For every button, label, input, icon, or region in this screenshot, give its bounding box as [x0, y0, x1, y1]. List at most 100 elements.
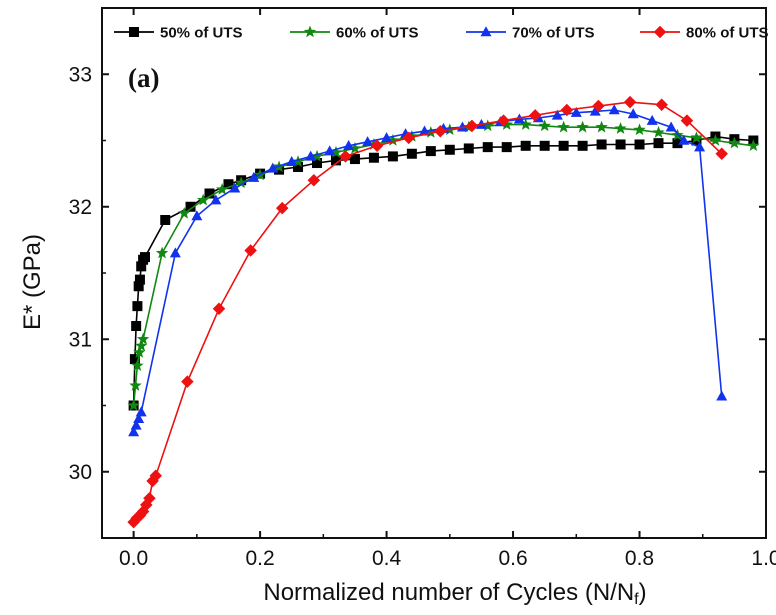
y-tick-label: 32: [69, 196, 92, 219]
data-point: [191, 210, 203, 221]
data-point: [497, 114, 510, 127]
ticks-layer: 0.0 0.2 0.4 0.6 0.8 1.0 30 31 32 33: [69, 8, 776, 570]
x-axis-title: Normalized number of Cycles (N/Nf): [263, 579, 646, 608]
data-point: [132, 301, 143, 312]
x-axis-title-subscript: f: [634, 591, 639, 608]
data-point: [223, 179, 234, 190]
data-point: [212, 302, 226, 316]
data-point: [634, 139, 645, 150]
data-point: [615, 139, 626, 150]
data-point: [592, 99, 605, 113]
data-point: [560, 103, 574, 117]
panel-label: (a): [128, 63, 159, 93]
data-point: [694, 141, 706, 152]
legend-label: 80% of UTS: [686, 25, 769, 42]
data-point: [210, 194, 222, 205]
legend-label: 70% of UTS: [512, 25, 595, 42]
y-tick-label: 33: [69, 63, 92, 86]
x-axis-title-main: Normalized number of Cycles (N/N: [263, 579, 634, 606]
data-point: [169, 247, 181, 258]
x-tick-label: 0.2: [245, 547, 274, 570]
data-point: [551, 109, 563, 120]
legend-item: 70% of UTS: [466, 25, 595, 42]
x-tick-label: 0.8: [625, 547, 654, 570]
data-point: [293, 162, 304, 172]
data-point: [387, 151, 398, 162]
y-tick-label: 31: [69, 328, 92, 351]
series-line: [132, 109, 723, 433]
legend-marker: [303, 25, 317, 38]
data-point: [538, 119, 551, 132]
data-point: [633, 123, 646, 136]
data-point: [728, 136, 741, 149]
data-point: [653, 138, 664, 149]
series-diamond: [127, 95, 728, 529]
data-point: [577, 140, 588, 151]
data-point: [368, 152, 379, 163]
data-point: [589, 105, 601, 116]
data-point: [665, 121, 677, 132]
data-point: [419, 125, 431, 136]
data-point: [406, 148, 417, 159]
data-point: [140, 252, 151, 263]
data-point: [558, 140, 569, 151]
data-point: [197, 193, 210, 206]
data-point: [381, 132, 393, 143]
data-point: [310, 149, 324, 162]
x-tick-label: 1.0: [751, 547, 776, 570]
data-point: [348, 141, 362, 154]
data-point: [690, 131, 703, 144]
data-point: [127, 399, 140, 411]
y-tick-label: 30: [69, 461, 92, 484]
data-point: [291, 155, 305, 167]
legend-item: 80% of UTS: [640, 25, 769, 42]
data-point: [349, 154, 360, 165]
data-point: [136, 332, 150, 345]
data-point: [286, 155, 298, 166]
data-point: [444, 144, 455, 155]
x-tick-label: 0.6: [498, 547, 527, 570]
data-point: [133, 346, 146, 358]
legend-item: 60% of UTS: [290, 25, 419, 42]
data-point: [434, 124, 447, 138]
data-point: [133, 281, 144, 292]
data-point: [312, 158, 323, 169]
series-line: [132, 123, 754, 406]
data-point: [136, 261, 147, 272]
legend-label: 60% of UTS: [336, 25, 419, 42]
data-point: [482, 142, 493, 153]
x-axis-title-close: ): [639, 579, 647, 606]
data-point: [133, 509, 147, 522]
data-point: [386, 134, 400, 146]
data-point: [646, 114, 658, 125]
data-point: [456, 121, 468, 132]
data-point: [178, 206, 191, 219]
data-point: [716, 390, 728, 401]
series-layer: [127, 95, 760, 529]
data-point: [362, 136, 374, 147]
data-point: [135, 406, 147, 417]
data-point: [652, 126, 665, 138]
data-point: [134, 274, 145, 285]
data-point: [614, 122, 627, 134]
data-point: [678, 134, 690, 145]
data-point: [307, 174, 321, 187]
y-axis-title: E* (GPa): [19, 234, 46, 330]
data-point: [244, 244, 257, 257]
x-tick-label: 0.0: [119, 547, 148, 570]
data-point: [528, 109, 542, 122]
data-point: [463, 143, 474, 154]
data-point: [747, 139, 760, 152]
data-point: [500, 118, 513, 130]
data-point: [229, 182, 241, 193]
data-point: [539, 140, 550, 151]
data-point: [520, 140, 531, 151]
data-point: [160, 215, 171, 225]
data-point: [129, 379, 142, 391]
data-point: [481, 119, 494, 132]
data-point: [133, 413, 145, 423]
data-point: [680, 114, 694, 127]
legend-marker: [129, 27, 139, 37]
